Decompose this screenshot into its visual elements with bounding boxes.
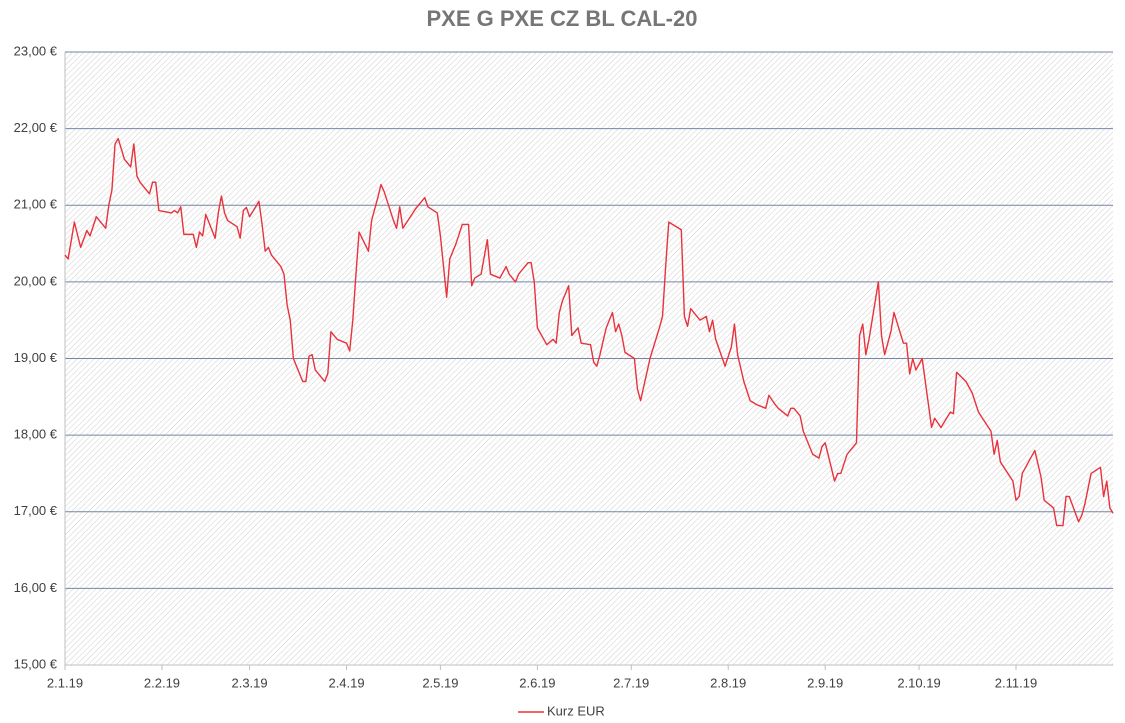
x-tick-label: 2.6.19 [519, 675, 555, 690]
legend-label: Kurz EUR [547, 703, 605, 718]
y-tick-label: 21,00 € [14, 197, 58, 212]
y-tick-label: 15,00 € [14, 656, 58, 671]
chart-title: PXE G PXE CZ BL CAL-20 [427, 6, 698, 31]
x-tick-label: 2.10.19 [897, 675, 940, 690]
x-tick-label: 2.8.19 [710, 675, 746, 690]
x-tick-label: 2.5.19 [422, 675, 458, 690]
x-tick-label: 2.4.19 [328, 675, 364, 690]
y-tick-label: 23,00 € [14, 43, 58, 58]
y-tick-label: 18,00 € [14, 427, 58, 442]
y-tick-label: 20,00 € [14, 273, 58, 288]
data-line [64, 137, 1114, 527]
x-tick-label: 2.1.19 [47, 675, 83, 690]
x-tick-label: 2.11.19 [995, 675, 1037, 690]
y-tick-label: 19,00 € [14, 350, 58, 365]
x-tick-label: 2.9.19 [807, 675, 843, 690]
y-tick-label: 17,00 € [14, 503, 58, 518]
x-tick-label: 2.2.19 [144, 675, 180, 690]
y-tick-label: 22,00 € [14, 120, 58, 135]
x-tick-label: 2.3.19 [231, 675, 267, 690]
x-tick-label: 2.7.19 [613, 675, 649, 690]
y-tick-label: 16,00 € [14, 580, 58, 595]
